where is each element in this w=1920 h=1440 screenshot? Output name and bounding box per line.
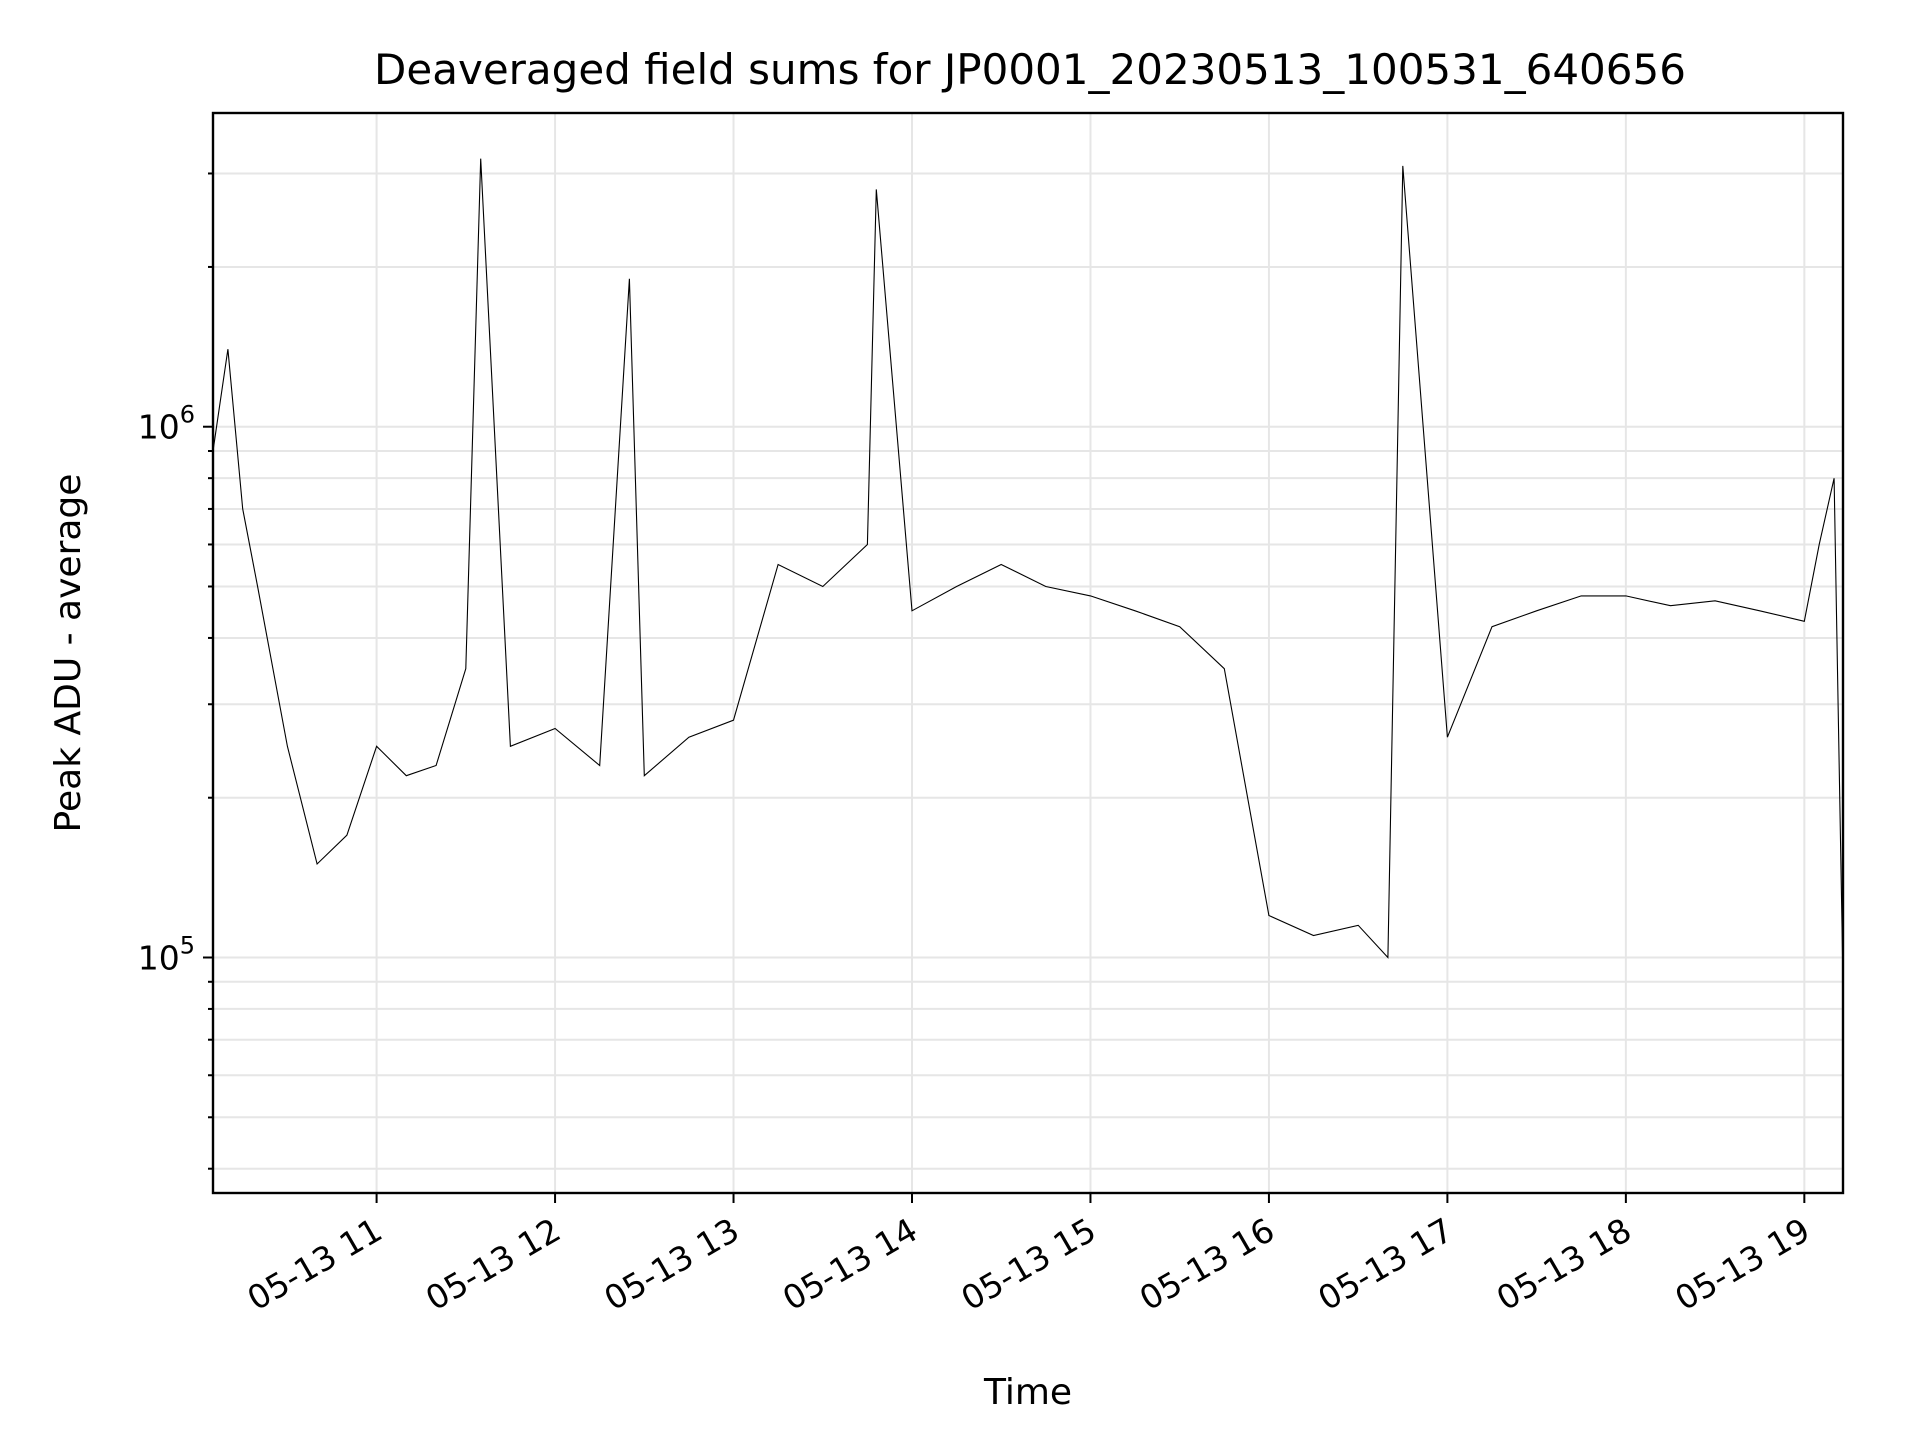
x-axis-label: Time — [983, 1372, 1072, 1413]
plot-frame — [211, 111, 1845, 1195]
y-tick-label: 106 — [138, 401, 195, 447]
chart-title: Deaveraged field sums for JP0001_2023051… — [374, 45, 1686, 94]
y-tick-label: 105 — [138, 931, 195, 977]
y-axis: 105 106 — [138, 172, 213, 1170]
data-line — [212, 158, 1844, 982]
y-grid — [213, 172, 1843, 1170]
x-grid — [375, 113, 1806, 1193]
y-axis-label: Peak ADU - average — [48, 474, 89, 833]
